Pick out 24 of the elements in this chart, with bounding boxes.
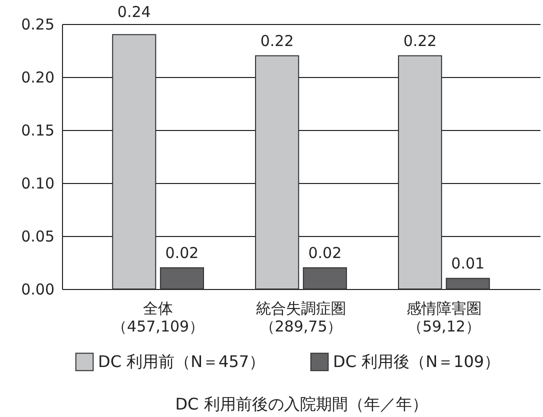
bar: [398, 55, 442, 290]
y-tick-label: 0.20: [21, 68, 54, 86]
bar: [446, 278, 490, 290]
data-label: 0.01: [451, 254, 485, 272]
data-label: 0.22: [260, 32, 294, 50]
x-tick-label: 全体（457,109）: [112, 300, 204, 336]
y-tick-label: 0.05: [21, 228, 54, 246]
bar: [255, 55, 300, 290]
x-axis-title: DC 利用前後の入院期間（年／年）: [175, 394, 428, 414]
x-tick-label: 感情障害圏（59,12）: [406, 300, 482, 336]
legend-label: DC 利用前（N＝457）: [98, 352, 266, 371]
data-label: 0.22: [403, 32, 437, 50]
bar: [302, 267, 347, 290]
y-tick-label: 0.00: [21, 280, 54, 298]
legend-label: DC 利用後（N＝109）: [333, 352, 500, 371]
data-label: 0.02: [165, 244, 199, 262]
y-tick-label: 0.25: [21, 16, 54, 34]
x-tick-label: 統合失調症圏（289,75）: [256, 300, 346, 336]
data-label: 0.24: [117, 3, 151, 21]
bar: [160, 267, 204, 290]
data-label: 0.02: [308, 244, 342, 262]
y-tick-label: 0.10: [21, 174, 54, 192]
bar: [112, 34, 156, 290]
y-tick-label: 0.15: [21, 122, 54, 140]
